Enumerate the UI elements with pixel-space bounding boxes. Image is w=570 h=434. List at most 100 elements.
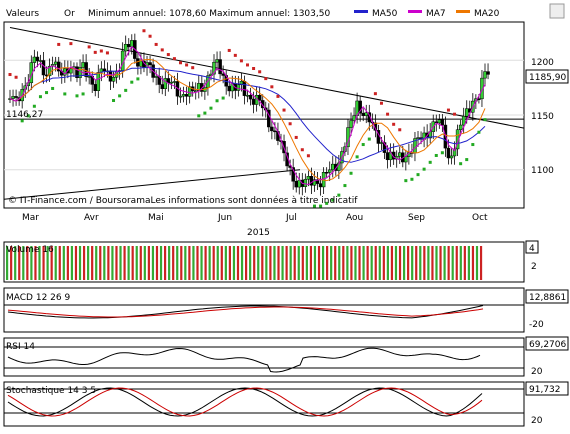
candle-body	[440, 119, 445, 126]
sar-dot	[410, 177, 414, 181]
macd-tick-neg20: -20	[529, 320, 544, 330]
candle-body	[331, 163, 335, 171]
header-valeurs: Valeurs	[6, 9, 39, 19]
last-price-box	[525, 69, 569, 84]
volume-bar	[293, 246, 296, 280]
sar-dot	[367, 137, 371, 141]
volume-bar	[82, 246, 86, 280]
sar-dot	[440, 151, 444, 155]
candle-body	[187, 86, 192, 97]
panel-toggle-icon[interactable]	[549, 3, 565, 19]
volume-bar	[338, 246, 341, 280]
volume-bar	[30, 246, 33, 280]
stoch-k-line	[7, 387, 483, 417]
candle-body	[480, 77, 484, 100]
volume-bar	[370, 246, 373, 280]
sar-dot	[422, 167, 426, 171]
volume-bar	[463, 246, 466, 280]
volume-bar	[305, 246, 308, 280]
sar-dot	[252, 67, 256, 70]
candle-body	[47, 65, 52, 77]
volume-bar	[10, 246, 13, 280]
candle-body	[458, 124, 463, 130]
volume-bar	[176, 246, 179, 280]
sar-dot	[203, 111, 207, 115]
sar-dot	[179, 61, 183, 65]
volume-bar	[451, 246, 454, 280]
volume-bar	[309, 246, 313, 280]
candle-body	[257, 94, 262, 101]
sar-dot	[142, 29, 146, 33]
last-price-value: 1185,90	[529, 73, 566, 83]
volume-bar	[435, 246, 438, 280]
volume-bar	[151, 246, 155, 280]
candle-body	[270, 126, 274, 132]
volume-bar	[46, 246, 49, 280]
macd-panel	[3, 287, 525, 333]
volume-bar	[103, 246, 106, 280]
sar-dot	[227, 48, 231, 52]
year-label: 2015	[247, 228, 270, 238]
volume-bar	[168, 246, 171, 280]
volume-bar	[54, 246, 57, 280]
candle-body	[242, 80, 247, 96]
sar-dot	[434, 153, 438, 157]
volume-bar	[245, 246, 248, 280]
left-support-label: 1146,27	[6, 110, 43, 120]
candle-body	[397, 152, 402, 157]
candle-body	[248, 94, 253, 100]
volume-bar	[143, 246, 146, 280]
candle-body	[11, 96, 15, 99]
volume-bar	[326, 246, 329, 280]
sar-dot	[154, 42, 158, 46]
sar-dot	[32, 104, 36, 108]
sar-dot	[379, 101, 383, 105]
sar-dot	[246, 63, 249, 67]
candle-body	[483, 71, 487, 79]
lower-trend-line	[3, 169, 301, 200]
volume-bar	[411, 246, 414, 280]
month-oct: Oct	[472, 213, 488, 223]
ma20-label: MA20	[474, 9, 500, 19]
candle-body	[361, 112, 365, 116]
macd-lines	[7, 305, 484, 319]
volume-bar	[224, 246, 227, 280]
candle-body	[32, 56, 37, 63]
sar-dot	[105, 51, 109, 55]
candle-body	[123, 44, 128, 52]
candle-body	[148, 62, 152, 66]
volume-bar	[208, 246, 211, 280]
volume-bar	[261, 246, 264, 280]
month-jul: Jul	[285, 213, 297, 223]
volume-bar	[285, 246, 288, 280]
y-tick-1150: 1150	[531, 112, 554, 122]
candle-body	[163, 78, 168, 89]
month-avr: Avr	[84, 213, 99, 223]
candle-body	[184, 94, 189, 97]
volume-label: Volume 16	[6, 245, 54, 255]
volume-bar	[228, 246, 231, 280]
volume-bar	[70, 246, 74, 280]
volume-bar	[431, 246, 434, 280]
sar-dot	[239, 59, 243, 63]
volume-bar	[115, 246, 118, 280]
candle-body	[81, 62, 85, 68]
sar-dot	[282, 108, 286, 112]
sar-dot	[355, 155, 359, 159]
volume-bar	[447, 246, 450, 280]
sar-dot	[288, 122, 292, 126]
volume-bar	[78, 246, 82, 280]
volume-bar	[236, 246, 240, 280]
volume-bar	[269, 246, 272, 280]
rsi-line	[7, 347, 481, 373]
sar-dot	[136, 77, 140, 81]
sar-dot	[398, 128, 402, 132]
volume-bar	[281, 246, 284, 280]
rsi-series	[7, 347, 481, 373]
ma7-line	[9, 45, 486, 186]
volume-bar	[265, 246, 268, 280]
candle-body	[14, 96, 18, 98]
volume-bar	[394, 246, 398, 280]
sar-dot	[416, 173, 420, 177]
